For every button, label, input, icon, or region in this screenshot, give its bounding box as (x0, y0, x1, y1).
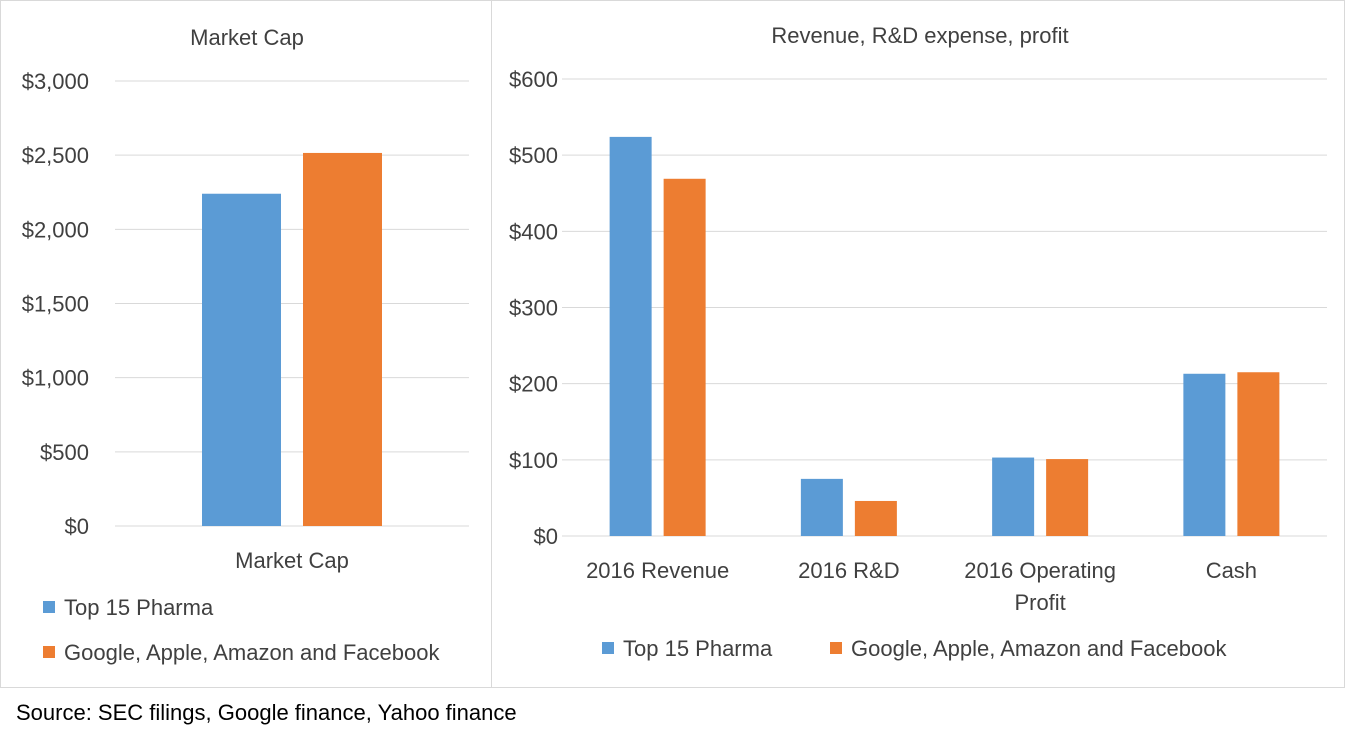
bar-gaaf-2016-revenue (663, 178, 706, 537)
y-tick-label: $1,000 (22, 366, 89, 391)
bar-top15-pharma-2016-r-d (800, 478, 843, 536)
legend-label: Top 15 Pharma (623, 636, 773, 661)
y-tick-label: $400 (509, 219, 558, 244)
legend-swatch-gaaf (830, 642, 842, 654)
legend-swatch-top15-pharma (602, 642, 614, 654)
y-tick-label: $600 (509, 67, 558, 92)
bar-gaaf-market-cap (303, 152, 382, 527)
source-note: Source: SEC filings, Google finance, Yah… (16, 700, 517, 725)
market-cap-chart: Market Cap $0 $500 $1,000 $1,500 $2,000 $2,500… (22, 25, 469, 665)
category-label: 2016 R&D (798, 558, 900, 583)
bar-gaaf-cash (1237, 372, 1280, 536)
bar-top15-pharma-2016-revenue (609, 136, 652, 537)
y-tick-label: $500 (509, 143, 558, 168)
bar-top15-pharma-market-cap (202, 193, 281, 526)
y-tick-label: $100 (509, 448, 558, 473)
category-label: 2016 Operating Profit (964, 558, 1116, 615)
category-label: 2016 Revenue (586, 558, 729, 583)
y-tick-label: $0 (65, 514, 89, 539)
y-tick-label: $2,000 (22, 217, 89, 242)
y-tick-label: $500 (40, 440, 89, 465)
legend-label: Google, Apple, Amazon and Facebook (64, 640, 440, 665)
legend-swatch-top15-pharma (43, 601, 55, 613)
category-label: Market Cap (235, 548, 349, 573)
bar-gaaf-2016-r-d (854, 500, 897, 536)
bar-top15-pharma-2016-operating-profit (992, 457, 1035, 536)
chart-title: Market Cap (190, 25, 304, 50)
legend-label: Top 15 Pharma (64, 595, 214, 620)
y-tick-label: $300 (509, 296, 558, 321)
legend-label: Google, Apple, Amazon and Facebook (851, 636, 1227, 661)
y-tick-label: $3,000 (22, 69, 89, 94)
revenue-rd-profit-chart: Revenue, R&D expense, profit $0 $100 $200 $3… (509, 23, 1327, 661)
revenue-rd-profit-chart-panel: Revenue, R&D expense, profit $0 $100 $200 $3… (491, 0, 1345, 688)
y-tick-label: $200 (509, 372, 558, 397)
legend-swatch-gaaf (43, 646, 55, 658)
y-tick-label: $0 (534, 524, 558, 549)
bar-top15-pharma-cash (1183, 373, 1226, 536)
bar-gaaf-2016-operating-profit (1046, 459, 1089, 536)
market-cap-chart-panel: Market Cap $0 $500 $1,000 $1,500 $2,000 $2,500… (0, 0, 492, 688)
category-label: Cash (1206, 558, 1257, 583)
y-tick-label: $1,500 (22, 292, 89, 317)
y-tick-label: $2,500 (22, 143, 89, 168)
chart-title: Revenue, R&D expense, profit (771, 23, 1068, 48)
